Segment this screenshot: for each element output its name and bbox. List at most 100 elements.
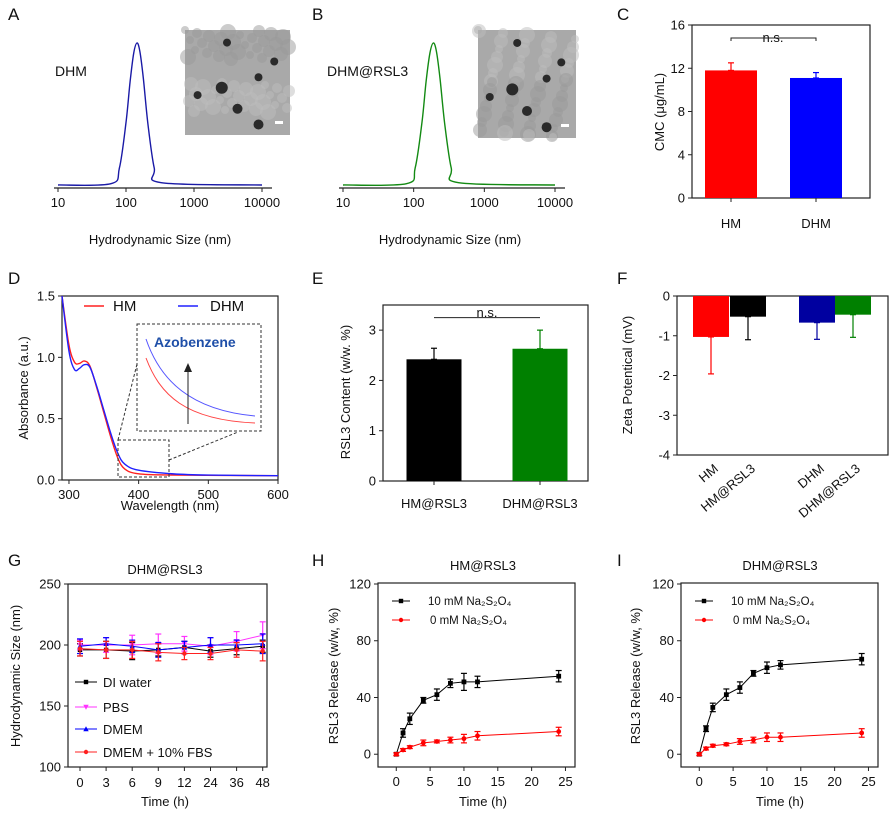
panel-b-tem-texture <box>502 110 514 122</box>
panel-a-tem-particle <box>270 57 279 66</box>
panel-a-tem-texture <box>258 35 270 47</box>
panel-f-bar <box>730 296 766 317</box>
panel-b-tem-particle <box>542 74 551 83</box>
panel-letter-i: I <box>617 551 622 570</box>
panel-h-series-0-legend-label: 10 mM Na₂S₂O₄ <box>428 596 512 608</box>
panel-i-series-1-point <box>723 741 729 747</box>
panel-e-ytick-label: 3 <box>369 323 376 338</box>
panel-g-series-3-legend-label: DMEM + 10% FBS <box>103 745 213 760</box>
panel-h-series-0-point <box>461 679 467 685</box>
panel-a-tem-texture <box>186 36 194 44</box>
panel-a-tem-texture <box>282 103 292 113</box>
panel-b-tem-texture <box>524 120 536 132</box>
panel-d-legend-hm: HM <box>113 298 136 315</box>
panel-f-bar <box>799 296 835 323</box>
panel-h-xtick-label: 5 <box>426 774 433 789</box>
panel-letter-d: D <box>8 269 20 288</box>
panel-a-tem-texture <box>263 45 275 57</box>
panel-d-ytick-label: 0.5 <box>37 411 55 426</box>
panel-i-plot-frame <box>680 582 879 768</box>
panel-i-xtick-label: 5 <box>729 774 736 789</box>
panel-a-tem-texture <box>183 95 195 107</box>
panel-letter-g: G <box>8 551 21 570</box>
panel-h-series-0-point <box>400 730 406 736</box>
panel-a-tem-texture <box>224 52 238 66</box>
panel-f-ytick-label: -4 <box>658 448 670 463</box>
panel-i-ytick-label: 40 <box>660 690 674 705</box>
panel-h-series-1-point <box>556 729 562 734</box>
panel-g-series-3-point <box>77 646 83 651</box>
panel-g-xtick-label: 24 <box>203 775 217 790</box>
panel-a-tem-particle <box>193 91 202 100</box>
panel-b-tem-texture <box>545 31 557 43</box>
panel-a-tem-texture <box>228 80 240 92</box>
panel-a-tem-texture <box>257 53 267 63</box>
panel-a-tem-texture <box>221 106 229 114</box>
panel-i-xtick-label: 25 <box>861 774 875 789</box>
panel-h-xtick-label: 10 <box>457 774 471 789</box>
panel-g-series-1-line <box>80 634 263 647</box>
panel-a-tem-texture <box>274 47 288 61</box>
panel-h-series-0-point <box>448 680 453 686</box>
panel-g-xtick-label: 36 <box>229 775 243 790</box>
panel-h-series-1-point <box>461 736 467 742</box>
panel-h-xtick-label: 15 <box>491 774 505 789</box>
panel-g-plot-frame <box>67 583 268 768</box>
panel-i-series-0-point <box>764 665 770 671</box>
panel-a-tem-texture <box>253 25 265 37</box>
panel-d-xtick-label: 600 <box>267 487 289 502</box>
panel-d-series-line-dhm <box>61 295 279 477</box>
panel-b-tem-particle <box>557 58 566 67</box>
panel-g-series-1-legend-marker <box>83 704 89 710</box>
panel-i-series-1-point <box>751 737 756 743</box>
panel-a-tem-texture <box>233 90 245 102</box>
panel-letter-f: F <box>617 269 627 288</box>
panel-g-ytick-label: 150 <box>39 699 61 714</box>
panel-d-inset-connector <box>117 363 138 441</box>
panel-c-bar <box>705 70 757 198</box>
panel-a-tem-texture <box>272 83 282 93</box>
panel-d-plot-frame <box>61 295 279 481</box>
panel-h-ytick-label: 0 <box>364 747 371 762</box>
panel-h-title: HM@RSL3 <box>450 558 516 573</box>
panel-f-ylabel: Zeta Potentical (mV) <box>620 316 635 435</box>
panel-i-series-0-legend-marker <box>701 598 707 604</box>
panel-d-inset-connector <box>168 431 239 461</box>
panel-a-xtick-label: 100 <box>115 195 137 210</box>
panel-e-xtick-label: HM@RSL3 <box>401 496 467 511</box>
panel-a-tem-texture <box>205 99 221 115</box>
panel-a-tem-texture <box>246 51 254 59</box>
panel-g-series-2-line <box>79 643 263 651</box>
panel-b-tem-texture <box>472 24 486 38</box>
panel-i-series-0-point <box>778 662 783 668</box>
panel-g-xtick-label: 3 <box>102 775 109 790</box>
panel-d-inset-hm-curve <box>145 357 256 424</box>
panel-h-series-1-point <box>475 733 480 739</box>
panel-e-ylabel: RSL3 Content (w/w. %) <box>338 325 353 459</box>
panel-b-size-distribution-line <box>342 42 556 187</box>
panel-b-tem-texture <box>480 100 492 112</box>
panel-i-series-1-point <box>703 746 709 751</box>
panel-i-ylabel: RSL3 Release (w/w, %) <box>628 608 643 745</box>
panel-g-series-3-line <box>79 648 263 655</box>
panel-letter-c: C <box>617 5 629 24</box>
panel-a-tem-texture <box>283 85 295 97</box>
panel-a-annotation: DHM <box>55 63 87 79</box>
panel-e-ytick-label: 1 <box>369 423 376 438</box>
panel-b-xtick-label: 10000 <box>537 195 573 210</box>
panel-a-tem-particle <box>232 103 243 114</box>
panel-g-ytick-label: 100 <box>39 760 61 775</box>
panel-a-tem-texture <box>181 26 189 34</box>
panel-c-ytick-label: 16 <box>671 18 685 33</box>
panel-a-tem-texture <box>180 49 196 65</box>
panel-a-tem-texture <box>249 102 263 116</box>
panel-b-tem-particle <box>541 122 552 133</box>
panel-h-series-0-point <box>475 679 480 685</box>
panel-h-series-0-point <box>420 697 426 703</box>
panel-g-series-3-legend-marker <box>83 749 89 755</box>
panel-d-xlabel: Wavelength (nm) <box>121 498 220 513</box>
panel-g-xtick-label: 12 <box>177 775 191 790</box>
panel-i-series-1-point <box>737 739 743 744</box>
panel-a-tem-particle <box>253 119 264 130</box>
